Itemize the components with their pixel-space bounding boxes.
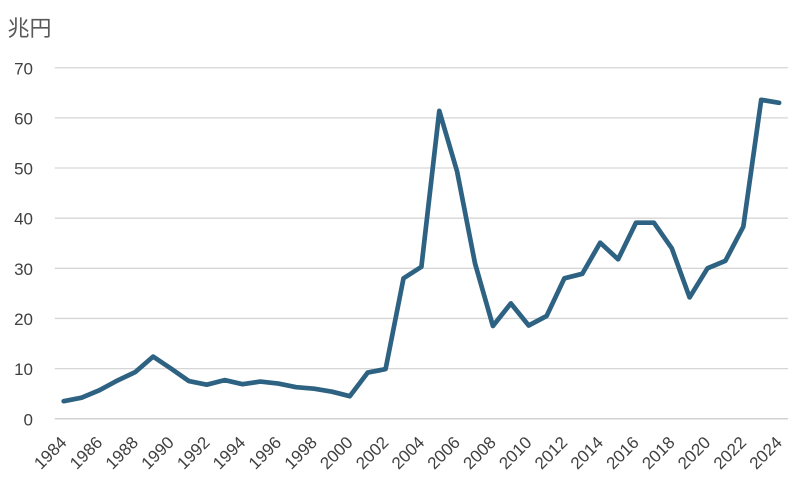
svg-text:40: 40 [14, 210, 33, 229]
svg-text:50: 50 [14, 160, 33, 179]
svg-text:10: 10 [14, 360, 33, 379]
svg-text:20: 20 [14, 310, 33, 329]
svg-text:兆円: 兆円 [8, 16, 52, 41]
svg-text:60: 60 [14, 109, 33, 128]
svg-text:30: 30 [14, 260, 33, 279]
svg-text:0: 0 [24, 410, 33, 429]
svg-text:70: 70 [14, 59, 33, 78]
